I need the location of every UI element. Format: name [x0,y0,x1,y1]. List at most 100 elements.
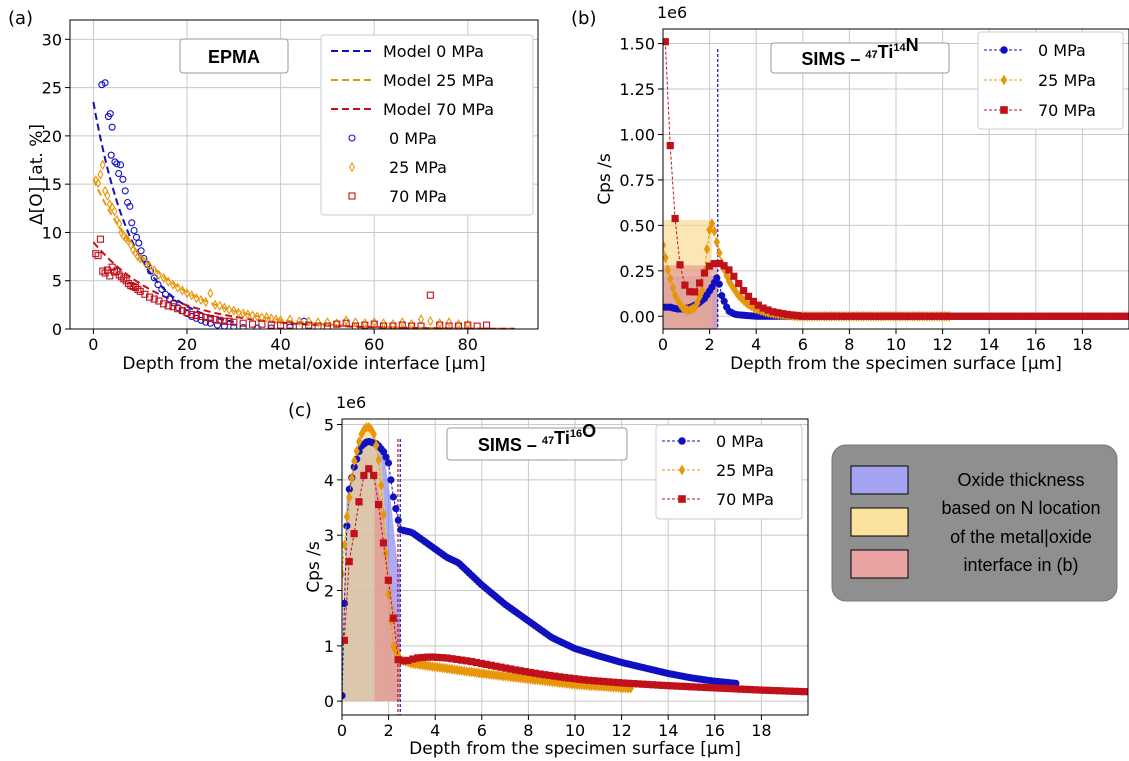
series-0 [342,437,740,700]
ticks: 0 20 40 60 80 0 5 10 15 20 25 30 [42,30,478,354]
point [735,279,743,288]
panel-label: (a) [8,8,33,29]
series-2 [663,38,1129,320]
point [353,445,360,457]
y-tick-label: 0.00 [619,307,655,326]
point [212,299,219,310]
point [345,485,353,493]
side-legend-swatch [850,507,909,537]
legend-label: 0 MPa [389,129,437,148]
y-tick-label: 0.50 [619,216,655,235]
x-tick-label: 0 [658,335,668,354]
point [286,314,293,325]
x-tick-label: 16 [1026,335,1046,354]
point [426,291,434,299]
point [188,290,195,301]
point [178,307,186,315]
point [134,285,142,293]
point [183,309,191,317]
x-tick-label: 14 [658,721,678,740]
point [99,159,106,170]
point [220,322,228,329]
side-legend-swatch [850,549,909,579]
chart-title-box [446,427,628,461]
side-legend-text: interface in (b) [963,555,1078,575]
point [193,292,200,304]
point [240,308,247,319]
point [179,285,186,296]
x-tick-label: 6 [477,721,487,740]
point [342,319,350,327]
x-tick-label: 40 [270,335,290,354]
point [146,293,154,301]
legend-label: Model 70 MPa [383,100,494,119]
point [663,252,669,264]
point [703,243,711,255]
point [137,247,145,255]
point [113,267,121,275]
point [166,295,174,303]
point [150,295,158,303]
point [202,296,209,308]
point [263,312,270,323]
point [161,290,170,298]
point [253,324,261,329]
side-legend-text: Oxide thickness [957,470,1084,490]
ticks: 0 2 4 6 8 10 12 14 16 18 0.00 0.25 0.50 0.75 1.00 1.25 1… [619,35,1092,354]
point [342,568,346,580]
point [305,321,313,329]
point [248,320,257,328]
legend-label: 0 MPa [716,432,764,451]
legend-label: 70 MPa [1038,101,1096,120]
point [695,279,704,287]
point [352,317,359,328]
point [380,509,387,520]
point [454,322,462,329]
point [377,480,385,491]
x-tick-label: 4 [751,335,761,354]
point [206,319,214,327]
x-tick-label: 12 [611,721,631,740]
y-tick-label: 10 [42,223,62,242]
point [277,321,285,329]
point [446,317,453,328]
chart-title: EPMA [208,47,260,67]
point [379,539,388,547]
point [286,321,294,329]
point [115,271,123,279]
point [324,317,331,328]
chart-title-box [770,42,950,74]
point [706,224,713,236]
point [373,439,380,451]
point [666,141,674,150]
point [694,297,701,309]
plot-area [663,38,1129,329]
point [720,262,728,270]
point [663,38,669,46]
y-axis-label: Cps /s [304,541,324,593]
legend-marker [348,134,356,142]
point [197,312,205,320]
title-part-suffix: N [906,35,919,55]
y-tick-label: 1 [324,637,334,656]
y-tick-label: 0.75 [619,171,655,190]
point [342,539,348,551]
x-tick-label: 18 [1072,335,1092,354]
legend-marker [348,161,356,173]
point [374,500,383,509]
point [211,315,219,323]
y-tick-label: 1.25 [619,80,655,99]
x-tick-label: 18 [751,721,771,740]
point [713,274,721,282]
point [1121,312,1129,320]
point [202,313,210,321]
title-part-mid: Ti [878,42,894,62]
point [174,305,182,313]
point [387,476,395,484]
point [408,322,416,329]
point [700,269,709,277]
chart-title: SIMS – 47Ti14N [801,35,918,69]
y-tick-label: 3 [324,526,334,545]
